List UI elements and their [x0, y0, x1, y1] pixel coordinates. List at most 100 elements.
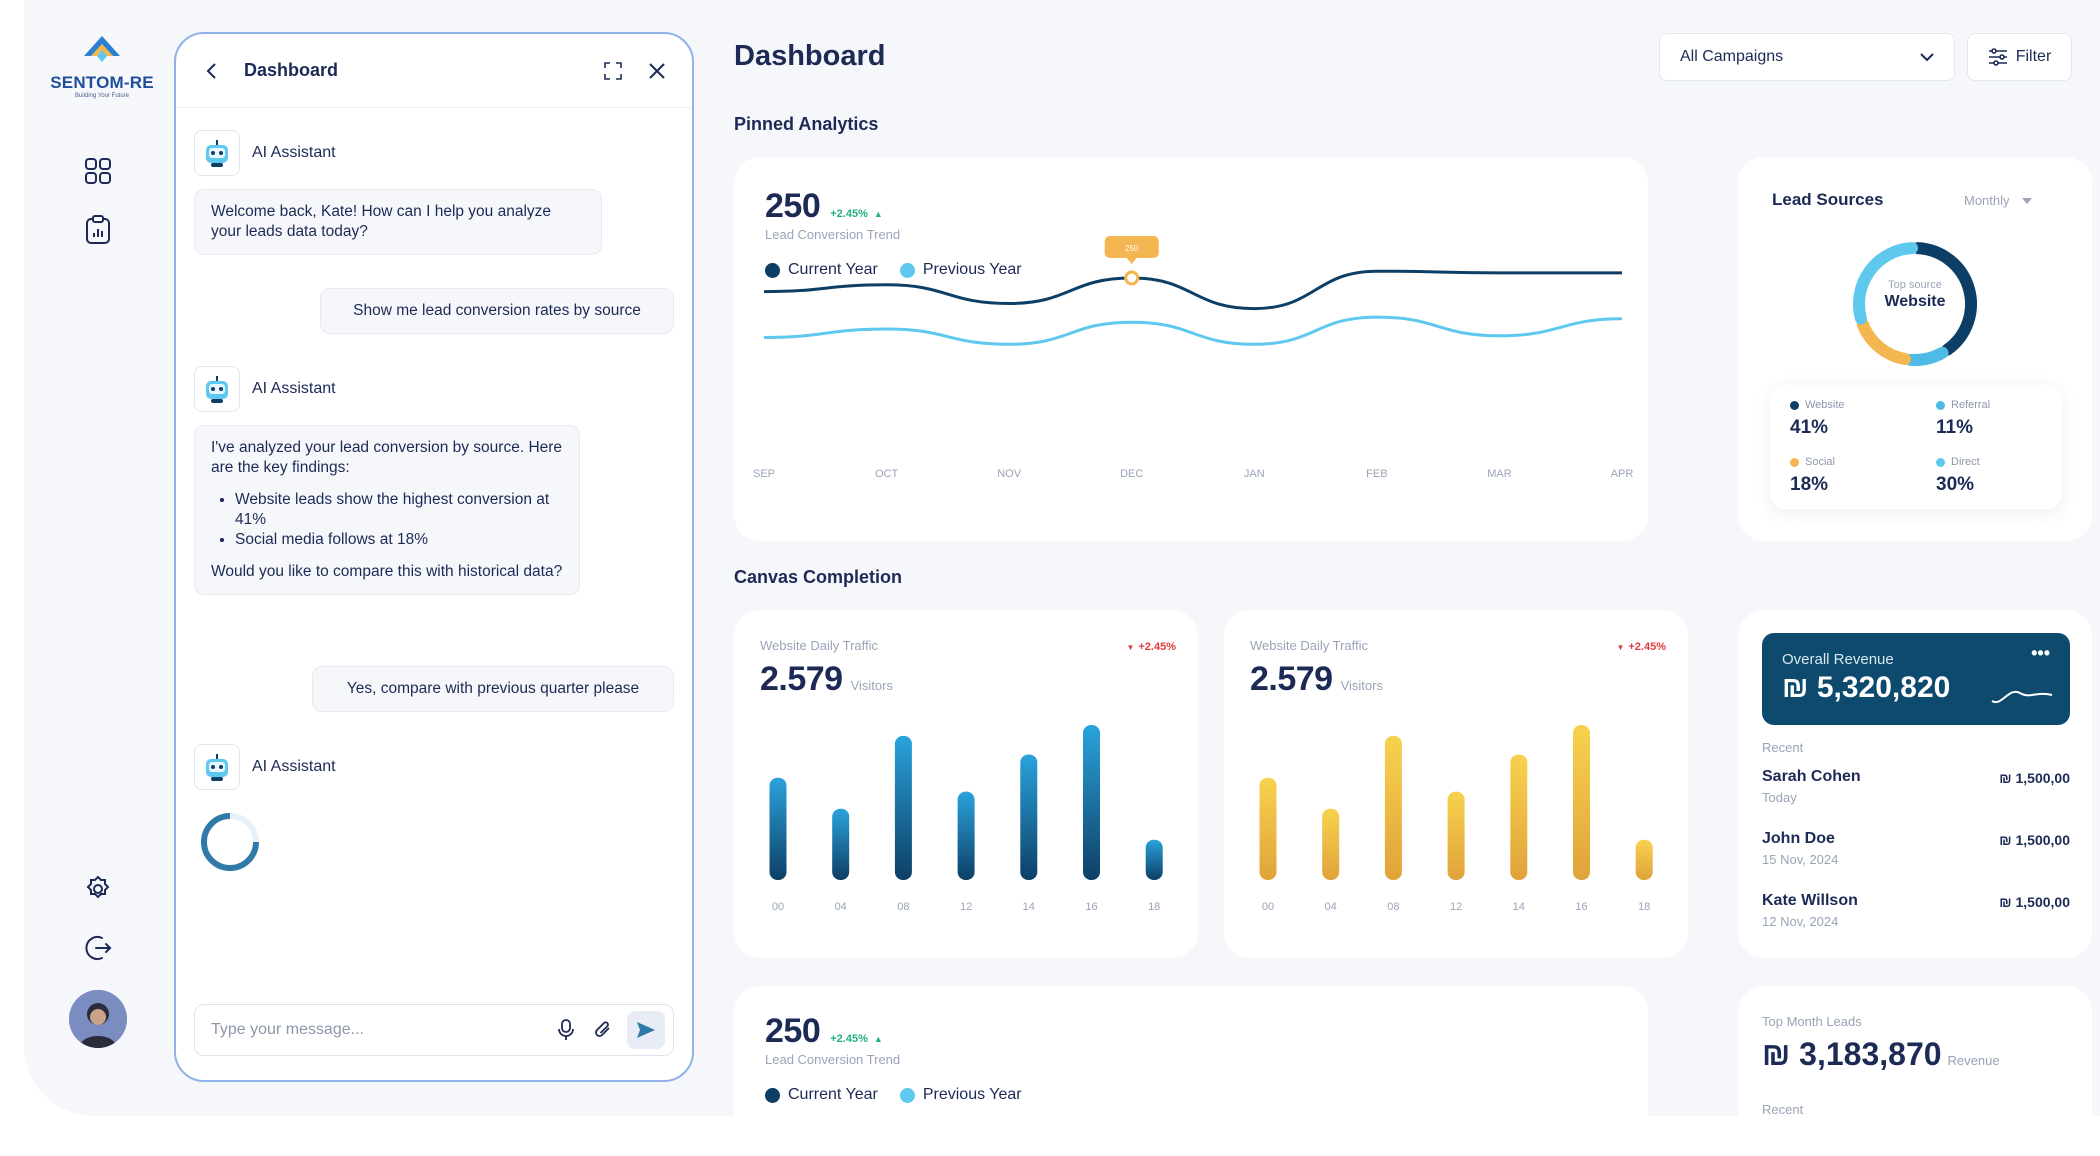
send-button[interactable] [627, 1011, 665, 1049]
top-month-leads-card: Top Month Leads ₪ 3,183,870 Revenue Rece… [1738, 986, 2092, 1116]
chevron-down-icon [1920, 52, 1934, 61]
donut-slice-direct[interactable] [1853, 242, 1919, 325]
up-arrow-icon: ▲ [873, 1034, 883, 1044]
bar[interactable] [1447, 791, 1465, 880]
traffic-title: Website Daily Traffic [1250, 638, 1369, 653]
x-tick-label: 04 [1325, 901, 1337, 913]
source-item-social: Social 18% [1790, 456, 1835, 496]
legend-current: Current Year [788, 1086, 878, 1103]
source-value: 18% [1790, 474, 1829, 495]
x-tick-label: APR [1611, 468, 1634, 480]
list-item[interactable]: Kate Willson 12 Nov, 2024 ₪ 1,500,00 [1762, 892, 2070, 954]
attachment-icon[interactable] [589, 1015, 619, 1045]
x-tick-label: 16 [1085, 901, 1097, 913]
bar[interactable] [1259, 777, 1277, 880]
up-arrow-icon: ▲ [873, 209, 883, 219]
period-select[interactable]: Monthly [1964, 193, 2032, 208]
top-month-unit: Revenue [1947, 1053, 2000, 1068]
line-chart: SEP OCT NOV DEC JAN FEB MAR APR 250 [753, 236, 1634, 480]
recent-name: Sarah Cohen [1762, 768, 1861, 785]
conversion-delta: +2.45% [830, 1033, 868, 1045]
x-tick-label: 12 [1450, 901, 1462, 913]
x-tick-label: 16 [1575, 901, 1587, 913]
message-outro: Would you like to compare this with hist… [211, 563, 563, 580]
top-month-label: Top Month Leads [1762, 1014, 1862, 1029]
traffic-delta: +2.45% [1138, 641, 1176, 653]
expand-icon[interactable] [600, 58, 626, 84]
close-icon[interactable] [644, 58, 670, 84]
x-tick-label: 12 [960, 901, 972, 913]
bar[interactable] [769, 777, 787, 880]
list-item[interactable]: Sarah Cohen Today ₪ 1,500,00 [1762, 768, 2070, 830]
avatar[interactable] [69, 990, 127, 1048]
bar[interactable] [1510, 754, 1528, 880]
bar[interactable] [957, 791, 975, 880]
legend-dot-previous [899, 1087, 915, 1103]
x-tick-label: FEB [1366, 468, 1387, 480]
section-title-canvas: Canvas Completion [734, 567, 903, 587]
chart-legend: Current Year Previous Year [765, 1086, 1022, 1104]
clipboard-chart-icon[interactable] [81, 213, 115, 247]
conversion-delta: +2.45% [830, 208, 868, 220]
x-tick-label: NOV [997, 468, 1022, 480]
logout-icon[interactable] [81, 931, 115, 965]
sparkline-icon [1991, 690, 2053, 704]
chat-header: Dashboard [176, 34, 692, 108]
source-name: Referral [1951, 399, 1991, 411]
traffic-value: 2.579 [1250, 660, 1333, 698]
bar[interactable] [1635, 839, 1653, 880]
traffic-delta: +2.45% [1628, 641, 1666, 653]
message-input[interactable] [211, 1021, 551, 1039]
x-tick-label: 08 [897, 901, 909, 913]
legend-current: Current Year [788, 261, 878, 278]
traffic-unit: Visitors [850, 678, 893, 693]
legend-previous: Previous Year [922, 261, 1022, 278]
traffic-card-yellow: Website Daily Traffic ▼ +2.45% 2.579 Vis… [1224, 610, 1688, 958]
source-value: 41% [1790, 417, 1829, 438]
robot-avatar-icon [194, 130, 240, 176]
back-chevron-icon[interactable] [198, 58, 224, 84]
grid-icon[interactable] [81, 154, 115, 188]
filter-button[interactable]: Filter [1967, 33, 2072, 81]
x-tick-label: SEP [753, 468, 775, 480]
brand-logo[interactable]: SENTOM-RE Building Your Future [42, 34, 162, 99]
data-point-marker[interactable] [1124, 270, 1140, 286]
bar[interactable] [894, 735, 912, 880]
more-options-icon[interactable]: ••• [2031, 643, 2050, 663]
source-value: 30% [1936, 474, 1975, 495]
donut-slice-social[interactable] [1856, 318, 1912, 366]
traffic-title: Website Daily Traffic [760, 638, 879, 653]
recent-date: 12 Nov, 2024 [1762, 914, 1839, 929]
x-tick-label: 04 [835, 901, 847, 913]
assistant-header: AI Assistant [194, 130, 336, 176]
send-icon [637, 1022, 655, 1038]
bar[interactable] [832, 808, 850, 880]
microphone-icon[interactable] [551, 1015, 581, 1045]
app-window: SENTOM-RE Building Your Future Dashboard [24, 0, 2100, 1116]
campaign-select[interactable]: All Campaigns [1659, 33, 1955, 81]
caret-down-icon [2021, 197, 2032, 204]
x-tick-label: 14 [1513, 901, 1525, 913]
x-tick-label: MAR [1487, 468, 1512, 480]
donut-slice-website[interactable] [1911, 242, 1977, 356]
lead-sources-donut [1853, 242, 1977, 366]
lead-sources-breakdown: Website 41% Referral 11% Social 18% Dire… [1770, 385, 2062, 509]
source-name: Social [1805, 456, 1835, 468]
loading-spinner-icon [198, 810, 262, 879]
list-item[interactable]: John Doe 15 Nov, 2024 ₪ 1,500,00 [1762, 830, 2070, 892]
bar[interactable] [1020, 754, 1038, 880]
bar[interactable] [1384, 735, 1402, 880]
traffic-value: 2.579 [760, 660, 843, 698]
robot-avatar-icon [194, 744, 240, 790]
bar[interactable] [1145, 839, 1163, 880]
top-month-value: ₪ 3,183,870 [1762, 1036, 1942, 1072]
lead-conversion-card-2: 250 +2.45% ▲ Lead Conversion Trend Curre… [734, 986, 1648, 1116]
donut-slice-referral[interactable] [1904, 346, 1949, 366]
bar[interactable] [1322, 808, 1340, 880]
user-message: Show me lead conversion rates by source [320, 288, 674, 334]
bar[interactable] [1573, 725, 1590, 880]
list-item: Website leads show the highest conversio… [235, 490, 563, 530]
gear-icon[interactable] [81, 872, 115, 906]
logo-mark-icon [84, 36, 120, 62]
bar[interactable] [1083, 725, 1100, 880]
